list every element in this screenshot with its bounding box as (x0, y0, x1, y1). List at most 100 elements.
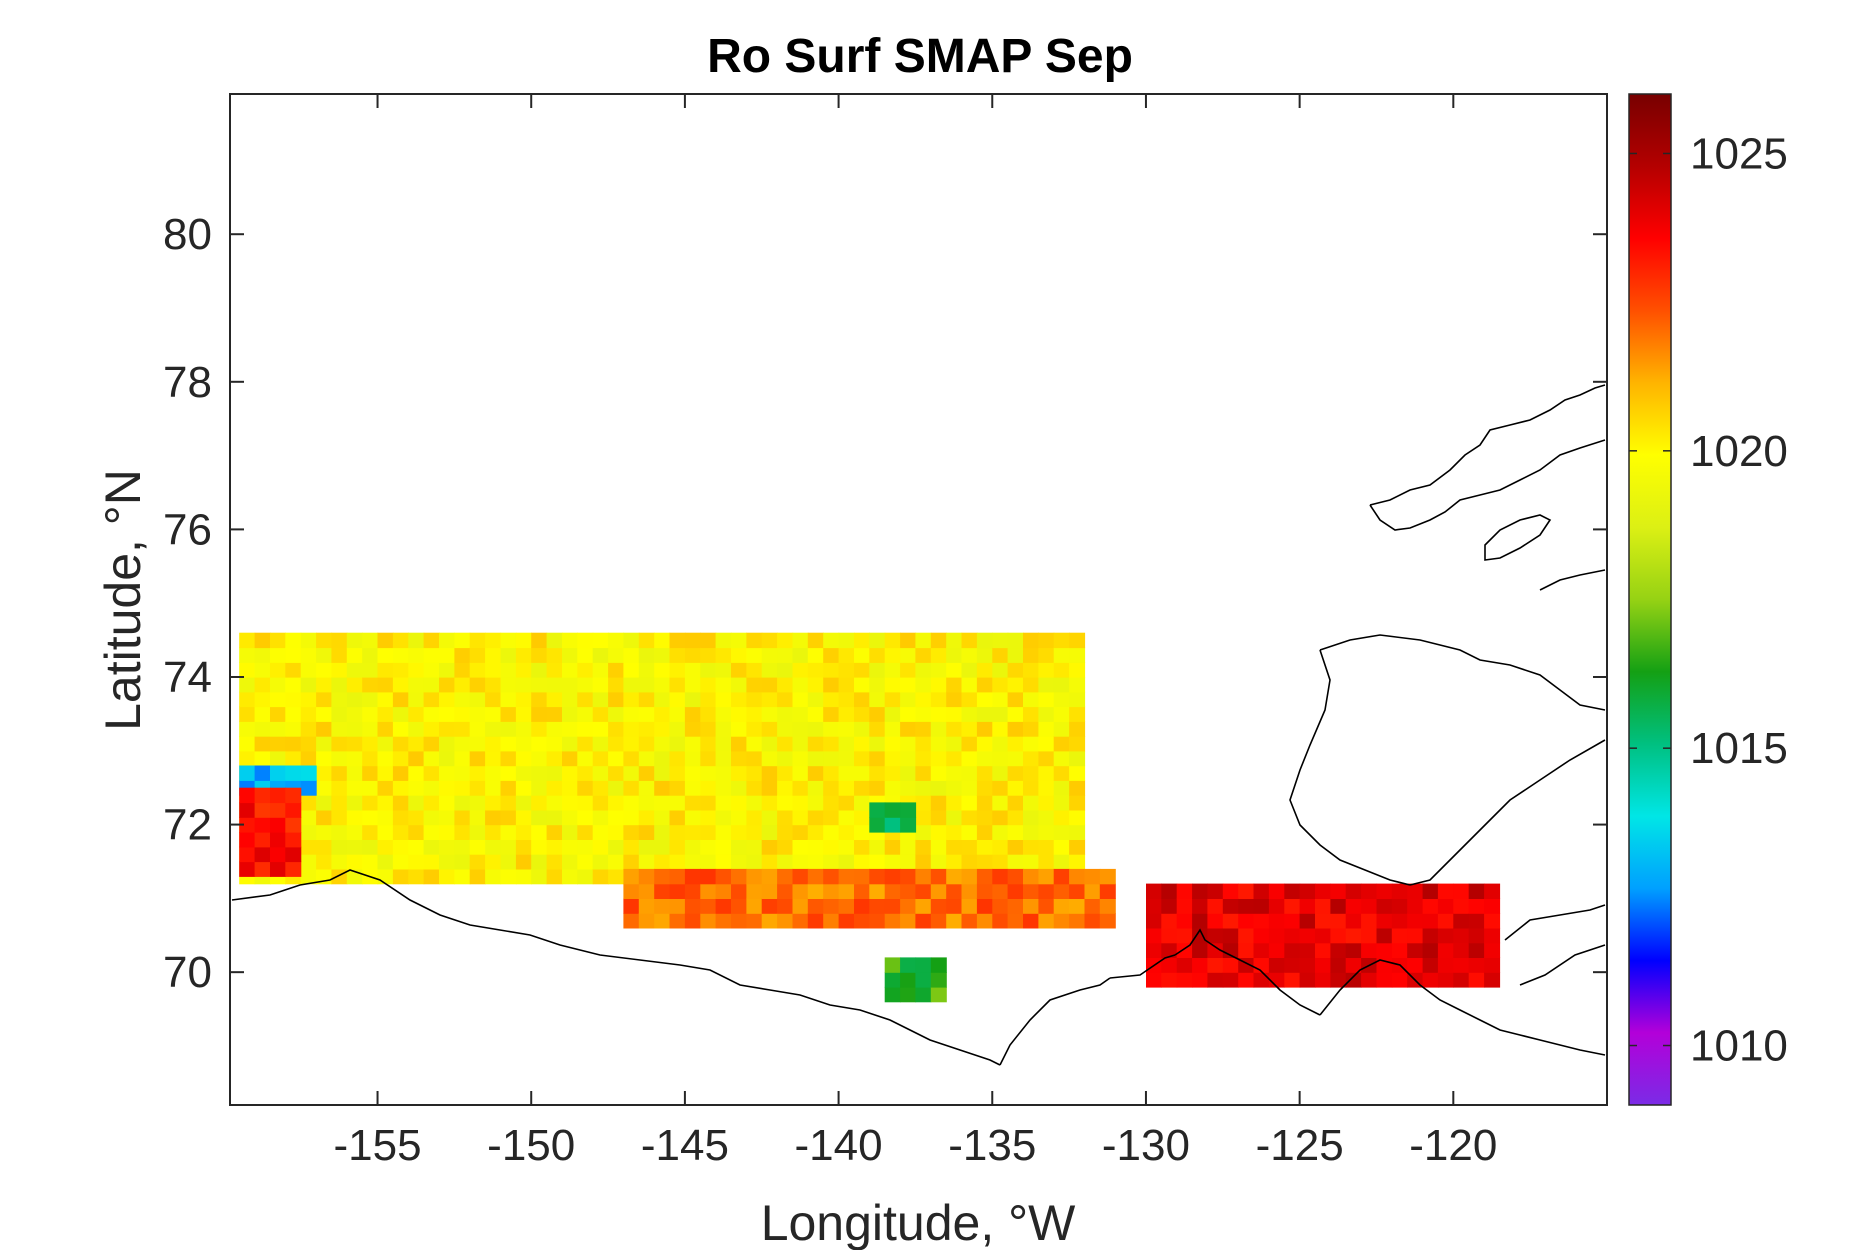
heatmap-cell (1391, 898, 1408, 914)
heatmap-cell (485, 662, 502, 678)
heatmap-cell (854, 691, 870, 708)
heatmap-cell (239, 846, 256, 863)
x-axis-title: Longitude, °W (761, 1195, 1076, 1250)
heatmap-cell (746, 632, 763, 649)
heatmap-cell (638, 809, 655, 826)
heatmap-cell (1376, 957, 1393, 973)
heatmap-cell (1376, 883, 1393, 899)
heatmap-cell (731, 662, 747, 678)
heatmap-cell (792, 780, 809, 796)
heatmap-cell (439, 854, 455, 870)
heatmap-cell (270, 802, 286, 818)
heatmap-cell (961, 824, 978, 840)
heatmap-cell (270, 787, 286, 804)
heatmap-cell (930, 647, 947, 663)
heatmap-cell (1161, 913, 1178, 929)
heatmap-cell (1038, 677, 1055, 693)
heatmap-cell (239, 817, 256, 833)
heatmap-cell (546, 677, 563, 693)
heatmap-cell (316, 795, 333, 811)
heatmap-cell (869, 662, 886, 678)
heatmap-cell (377, 765, 394, 781)
heatmap-cell (976, 780, 993, 796)
heatmap-cell (946, 839, 963, 855)
heatmap-cell (700, 750, 717, 767)
chart-title: Ro Surf SMAP Sep (707, 30, 1133, 83)
heatmap-cell (1007, 795, 1024, 811)
heatmap-cell (838, 824, 855, 840)
heatmap-cell (485, 765, 502, 781)
heatmap-cell (254, 750, 271, 767)
heatmap-cell (731, 691, 747, 708)
heatmap-cell (854, 868, 870, 885)
heatmap-cell (992, 691, 1009, 708)
heatmap-cell (823, 750, 840, 767)
heatmap-cell (1038, 662, 1055, 678)
heatmap-cell (546, 854, 563, 870)
heatmap-cell (930, 986, 947, 1003)
heatmap-cell (807, 736, 824, 752)
heatmap-cell (1376, 972, 1393, 988)
heatmap-cell (669, 721, 686, 737)
heatmap-cell (1023, 913, 1039, 929)
heatmap-cell (700, 898, 717, 914)
heatmap-cell (1437, 957, 1454, 973)
heatmap-cell (1023, 750, 1039, 767)
heatmap-cell (577, 750, 594, 767)
heatmap-cell (392, 780, 409, 796)
heatmap-cell (992, 706, 1009, 722)
heatmap-cell (1407, 883, 1424, 899)
heatmap-cell (1207, 957, 1224, 973)
heatmap-cell (1023, 721, 1039, 737)
heatmap-cell (961, 736, 978, 752)
heatmap-cell (700, 736, 717, 752)
colorbar (1628, 93, 1672, 1106)
heatmap-cell (930, 765, 947, 781)
heatmap-cell (869, 817, 886, 833)
heatmap-cell (654, 632, 671, 649)
heatmap-cell (715, 736, 732, 752)
heatmap-cell (377, 854, 394, 870)
heatmap-cell (700, 883, 717, 899)
heatmap-cell (854, 721, 870, 737)
heatmap-cell (1038, 883, 1055, 899)
heatmap-cell (1023, 824, 1039, 840)
heatmap-cell (854, 765, 870, 781)
heatmap-cell (1069, 913, 1086, 929)
heatmap-cell (761, 780, 778, 796)
heatmap-cell (684, 632, 701, 649)
heatmap-cell (1069, 809, 1086, 826)
heatmap-cell (854, 854, 870, 870)
heatmap-cell (546, 839, 563, 855)
heatmap-cell (761, 647, 778, 663)
heatmap-cell (746, 913, 763, 929)
heatmap-cell (992, 883, 1009, 899)
heatmap-cell (807, 750, 824, 767)
heatmap-cell (1007, 765, 1024, 781)
heatmap-cell (346, 662, 363, 678)
heatmap-cell (239, 677, 256, 693)
heatmap-cell (884, 957, 901, 973)
heatmap-cell (1253, 972, 1270, 988)
heatmap-cell (869, 854, 886, 870)
heatmap-cell (285, 736, 302, 752)
heatmap-cell (654, 691, 671, 708)
heatmap-cell (1437, 898, 1454, 914)
heatmap-cell (1268, 957, 1285, 973)
heatmap-cell (884, 691, 901, 708)
heatmap-cell (515, 765, 532, 781)
heatmap-cell (823, 854, 840, 870)
heatmap-cell (362, 721, 379, 737)
heatmap-cell (469, 632, 486, 649)
heatmap-cell (761, 691, 778, 708)
heatmap-cell (392, 721, 409, 737)
heatmap-cell (377, 706, 394, 722)
heatmap-cell (608, 662, 625, 678)
heatmap-cell (854, 706, 870, 722)
heatmap-cell (285, 846, 302, 863)
heatmap-cell (838, 765, 855, 781)
heatmap-cell (239, 861, 256, 877)
heatmap-cell (838, 780, 855, 796)
heatmap-cell (700, 795, 717, 811)
